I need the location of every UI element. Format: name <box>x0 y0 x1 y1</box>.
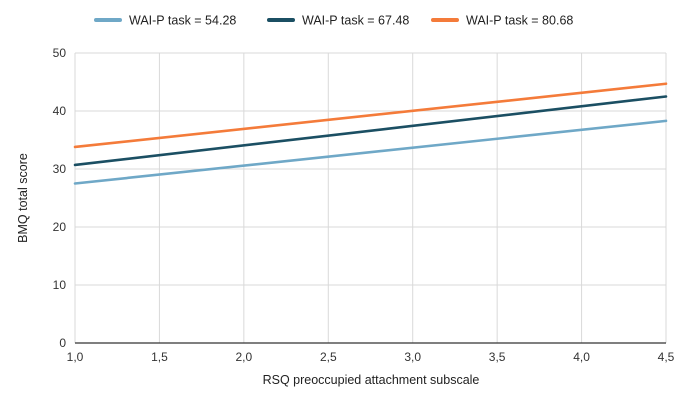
x-tick-label: 1,0 <box>67 350 84 364</box>
x-tick-label: 1,5 <box>151 350 168 364</box>
legend-label-3: WAI-P task = 80.68 <box>466 14 573 28</box>
y-tick-label: 20 <box>53 220 67 234</box>
series-lines <box>73 82 668 185</box>
y-tick-label: 40 <box>53 104 67 118</box>
y-tick-label: 0 <box>59 336 66 350</box>
series-line-3 <box>73 82 668 149</box>
x-tick-label: 2,0 <box>236 350 253 364</box>
grid <box>74 52 667 343</box>
x-tick-label: 4,0 <box>573 350 590 364</box>
legend-label-1: WAI-P task = 54.28 <box>129 14 236 28</box>
y-axis-title: BMQ total score <box>16 153 30 243</box>
y-tick-label: 30 <box>53 162 67 176</box>
x-tick-label: 3,0 <box>404 350 421 364</box>
x-tick-label: 3,5 <box>489 350 506 364</box>
series-line-2 <box>73 95 668 167</box>
x-axis-ticks: 1,0 1,5 2,0 2,5 3,0 3,5 4,0 4,5 <box>67 350 675 364</box>
series-line-1 <box>73 119 668 185</box>
y-axis-ticks: 0 10 20 30 40 50 <box>53 46 67 350</box>
x-tick-label: 2,5 <box>320 350 337 364</box>
legend-label-2: WAI-P task = 67.48 <box>302 14 409 28</box>
x-tick-label: 4,5 <box>658 350 675 364</box>
y-tick-label: 10 <box>53 278 67 292</box>
x-axis-title: RSQ preoccupied attachment subscale <box>263 373 480 387</box>
legend: WAI-P task = 54.28 WAI-P task = 67.48 WAI-… <box>94 14 573 28</box>
y-tick-label: 50 <box>53 46 67 60</box>
